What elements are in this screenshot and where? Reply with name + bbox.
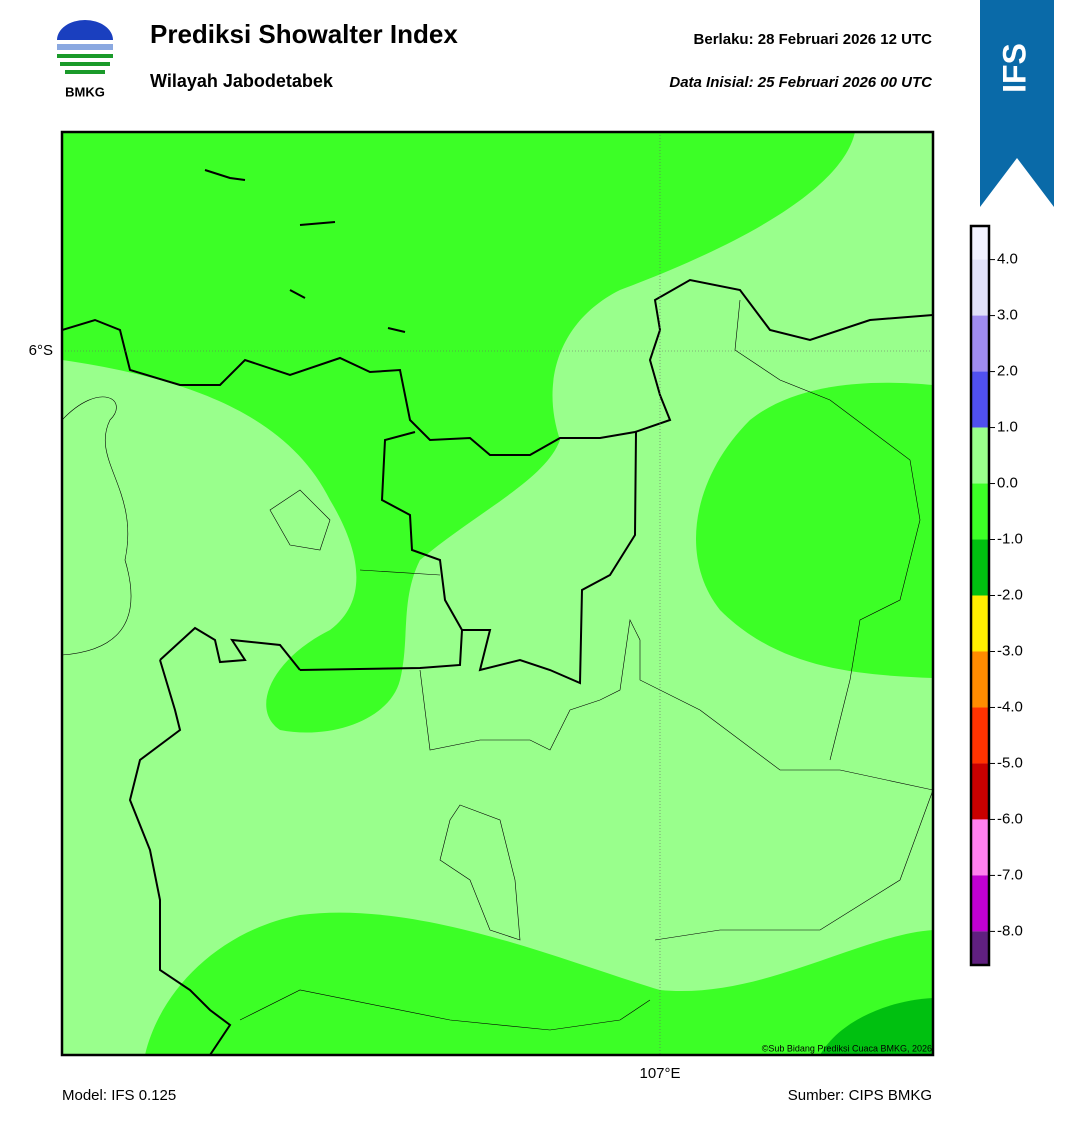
tick-label: -5.0	[997, 754, 1023, 771]
logo: BMKG	[57, 20, 113, 99]
color-bin	[971, 763, 989, 820]
tick-label: 3.0	[997, 307, 1018, 324]
tick-label: 0.0	[997, 474, 1018, 491]
color-bin	[971, 259, 989, 316]
color-bin	[971, 226, 989, 260]
color-bin	[971, 875, 989, 932]
color-bin	[971, 931, 989, 965]
tick-label: -8.0	[997, 922, 1023, 939]
tick-label: -1.0	[997, 530, 1023, 547]
badge-text: IFS	[996, 43, 1032, 93]
valid-time: Berlaku: 28 Februari 2026 12 UTC	[694, 31, 933, 48]
color-bin	[971, 483, 989, 540]
map-frame	[60, 130, 935, 1057]
model-label: Model: IFS 0.125	[62, 1087, 176, 1104]
tick-label: 1.0	[997, 419, 1018, 436]
color-bin	[971, 315, 989, 372]
color-bin	[971, 707, 989, 764]
color-bin	[971, 819, 989, 876]
color-bin	[971, 427, 989, 484]
logo-text: BMKG	[65, 84, 105, 99]
init-time: Data Inisial: 25 Februari 2026 00 UTC	[669, 74, 933, 91]
color-bin	[971, 651, 989, 708]
tick-label: -4.0	[997, 698, 1023, 715]
lat-label: 6°S	[29, 342, 53, 359]
color-bin	[971, 539, 989, 596]
tick-label: -2.0	[997, 586, 1023, 603]
color-bin	[971, 371, 989, 428]
source-label: Sumber: CIPS BMKG	[788, 1087, 932, 1104]
colorbar: 4.0 3.0 2.0 1.0 0.0 -1.0 -2.0 -3.0 -4.0 -5.0 -6.0 -…	[969, 224, 1023, 967]
tick-label: 4.0	[997, 251, 1018, 268]
title: Prediksi Showalter Index	[150, 19, 458, 49]
subtitle: Wilayah Jabodetabek	[150, 71, 334, 91]
tick-label: 2.0	[997, 363, 1018, 380]
tick-label: -7.0	[997, 866, 1023, 883]
tick-label: -6.0	[997, 810, 1023, 827]
credit: ©Sub Bidang Prediksi Cuaca BMKG, 2026	[762, 1043, 932, 1053]
map-field	[62, 132, 933, 1055]
badge	[980, 0, 1054, 207]
color-bin	[971, 595, 989, 652]
tick-label: -3.0	[997, 642, 1023, 659]
lon-label: 107°E	[639, 1065, 680, 1082]
